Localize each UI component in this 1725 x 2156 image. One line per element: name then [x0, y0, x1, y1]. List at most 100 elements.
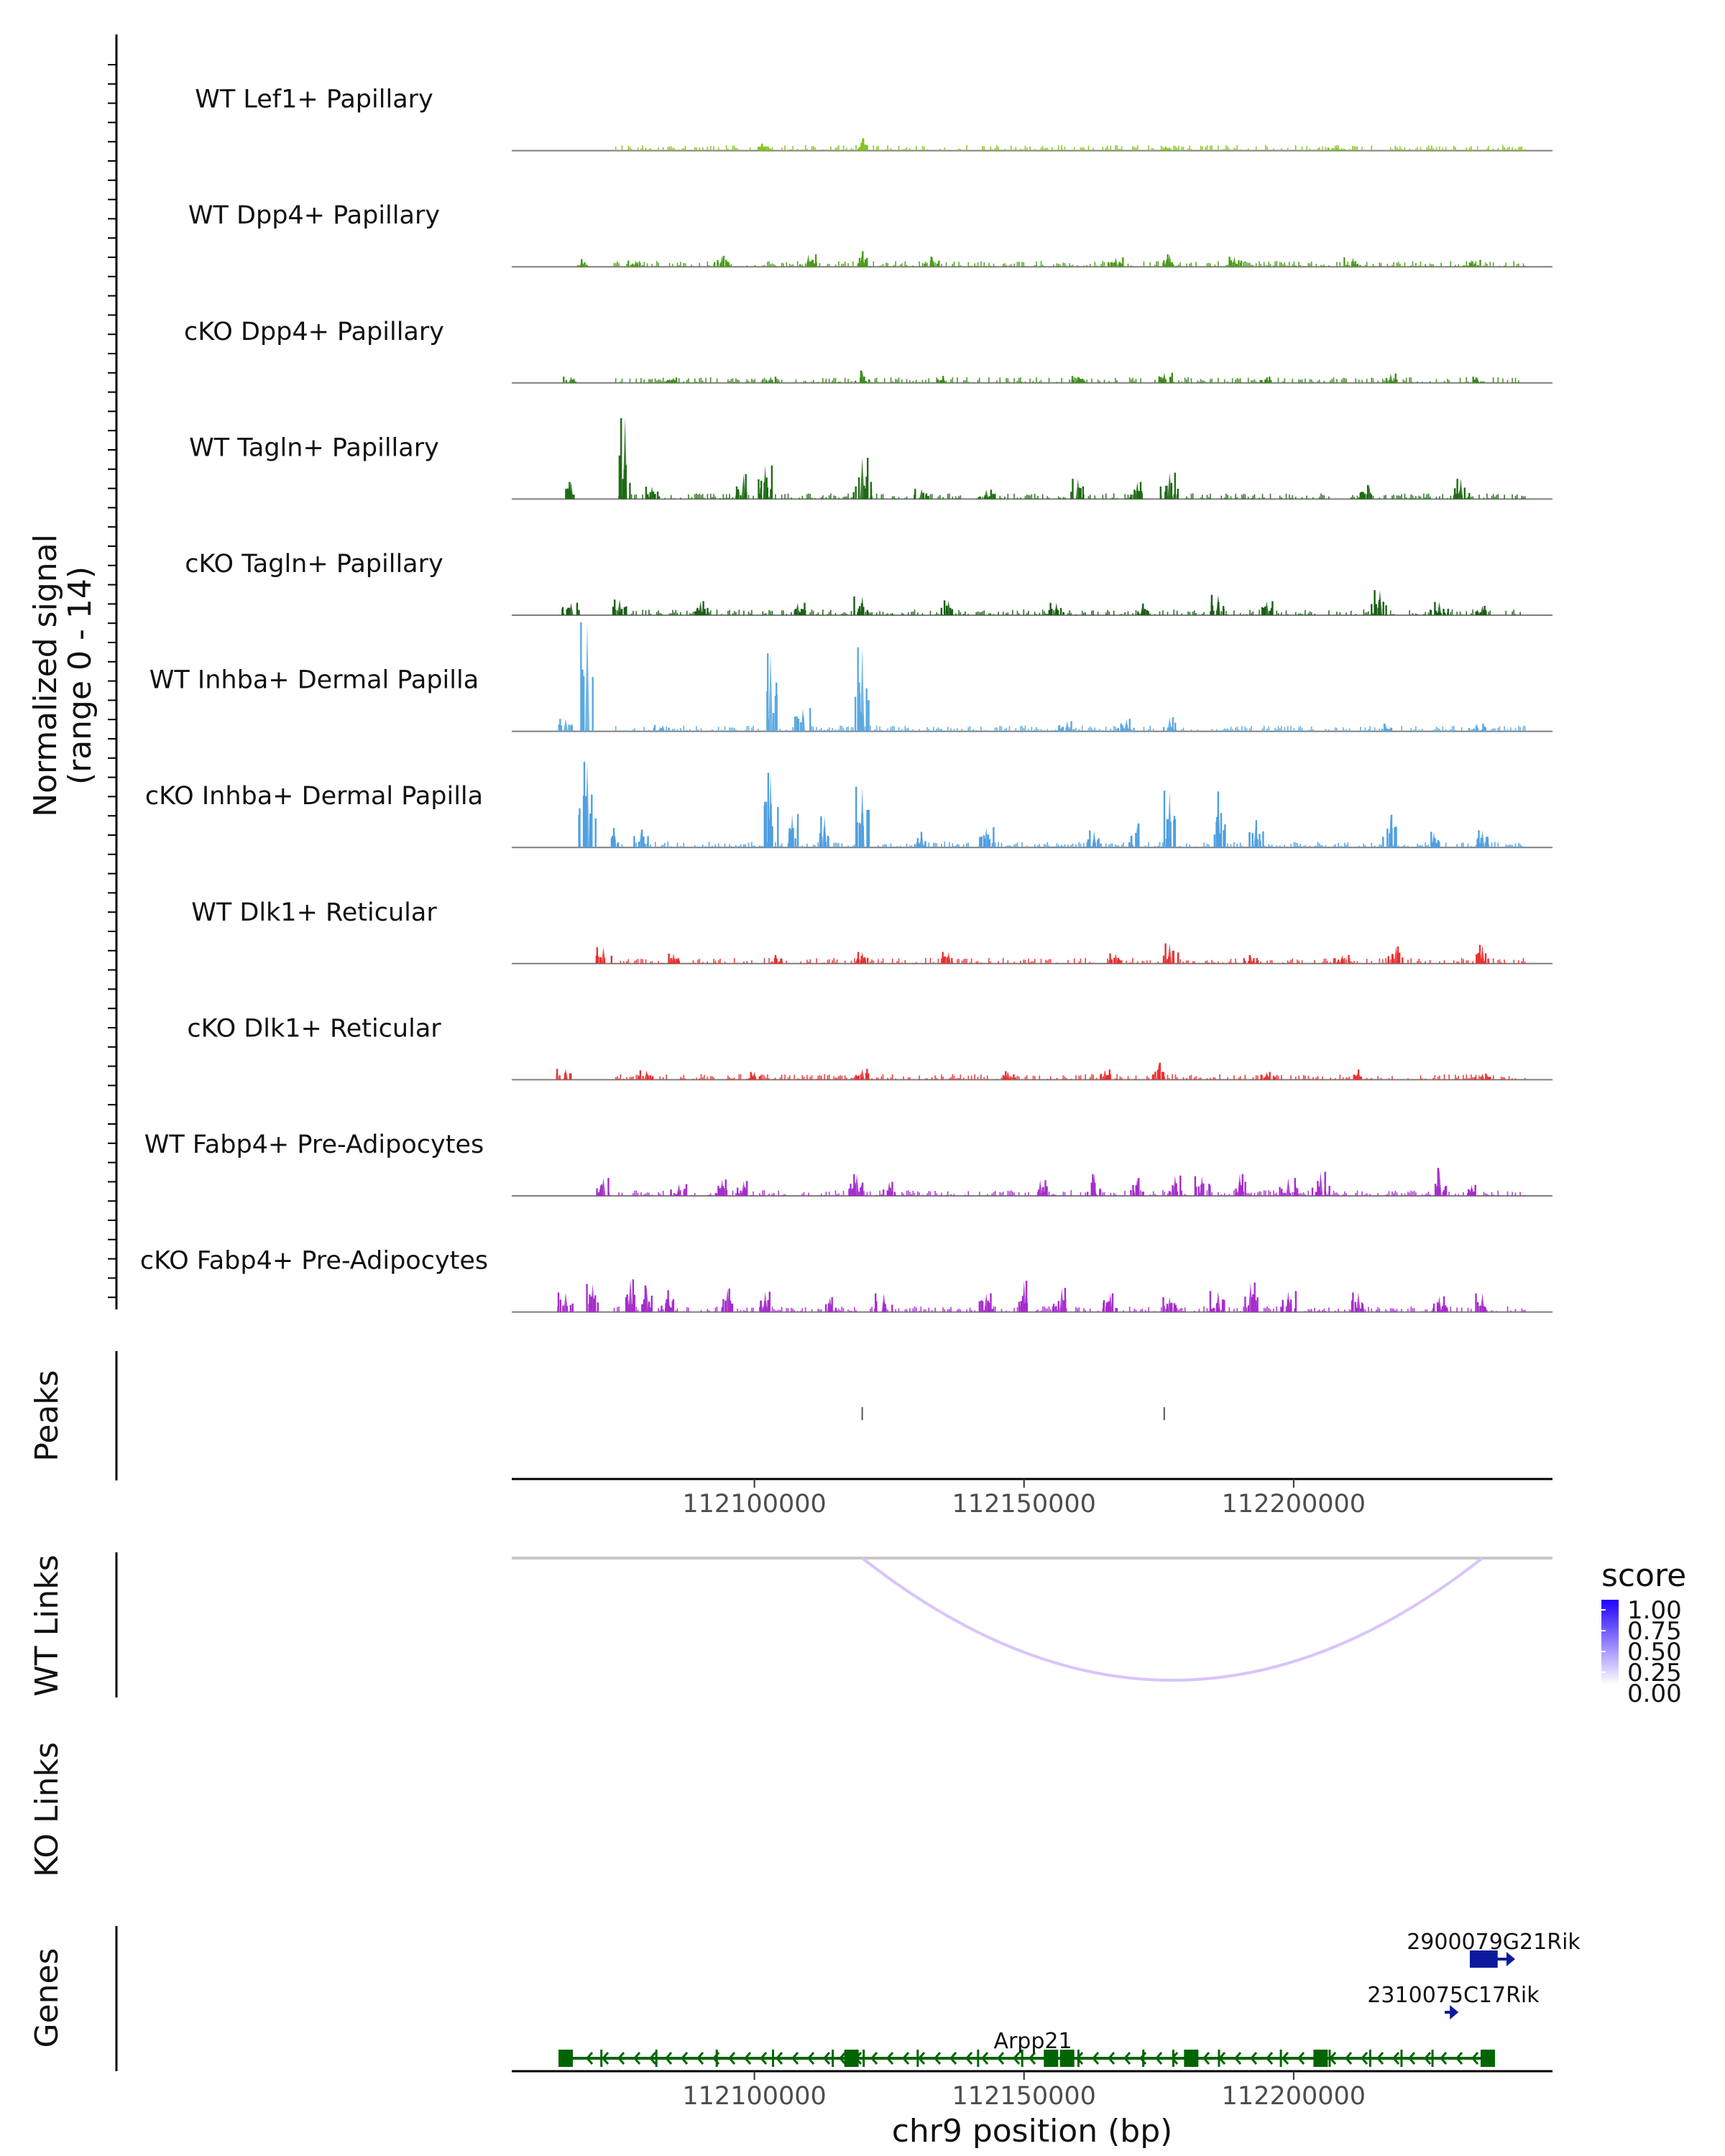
signal-peak — [1107, 257, 1124, 267]
signal-peak — [1037, 1180, 1048, 1196]
signal-peak — [1472, 377, 1484, 383]
signal-peak — [1279, 1178, 1299, 1196]
x-axis-bottom: 112100000 112150000 112200000 — [682, 2071, 1366, 2111]
strand-arrow — [807, 2052, 815, 2065]
signal-peak-bars — [766, 653, 778, 732]
signal-peak-apex — [1075, 479, 1080, 499]
signal-peak-apex — [1113, 953, 1118, 964]
track-label: cKO Dpp4+ Papillary — [184, 318, 444, 346]
signal-peak — [1434, 1168, 1448, 1196]
signal-peak-apex — [741, 1181, 746, 1196]
signal-peak — [596, 1178, 610, 1196]
signal-peak-apex — [1167, 1297, 1172, 1312]
signal-peak — [1261, 601, 1274, 615]
signal-peak-apex — [1394, 946, 1399, 964]
signal-peak — [578, 762, 597, 848]
strand-arrow — [839, 2052, 847, 2065]
signal-peak-apex — [1286, 1178, 1291, 1196]
exon-block — [1469, 1950, 1484, 1968]
signal-peak — [1476, 830, 1489, 848]
legend-title: score — [1601, 1557, 1686, 1594]
signal-peak — [563, 377, 576, 383]
signal-peak — [645, 487, 661, 499]
signal-peak-apex — [1431, 831, 1436, 848]
peaks-axis-title: Peaks — [29, 1370, 65, 1461]
signal-peak — [1163, 791, 1176, 848]
signal-peak — [1475, 606, 1487, 615]
signal-peak — [853, 596, 868, 615]
signal-peak — [714, 256, 730, 267]
signal-peak — [1210, 594, 1225, 615]
x-axis-title: chr9 position (bp) — [892, 2113, 1173, 2150]
signal-peak — [874, 1293, 893, 1312]
legend-break-label: 0.00 — [1627, 1680, 1682, 1708]
signal-peak-apex — [1264, 1072, 1269, 1080]
signal-peak-apex — [1108, 1293, 1113, 1312]
signal-peak-apex — [698, 601, 703, 615]
signal-peak-apex — [564, 719, 569, 732]
signal-peak-apex — [1215, 594, 1220, 615]
signal-peak-apex — [1092, 1174, 1097, 1196]
signal-peak-apex — [806, 254, 811, 267]
x-tick-label: 112200000 — [1222, 2082, 1366, 2111]
signal-peak — [1162, 1297, 1177, 1312]
exon-block — [1480, 2050, 1495, 2067]
signal-peak-apex — [569, 377, 574, 383]
signal-peak-bars — [914, 489, 929, 499]
track-label: WT Dpp4+ Papillary — [188, 201, 440, 230]
signal-peak — [883, 1181, 896, 1196]
signal-peak-apex — [860, 952, 865, 964]
strand-arrow — [918, 2052, 926, 2065]
signal-peak — [1351, 1292, 1364, 1312]
signal-peak — [761, 377, 780, 383]
track-label: cKO Inhba+ Dermal Papilla — [145, 782, 483, 811]
signal-peak — [556, 1069, 572, 1080]
signal-peak-apex — [1103, 1069, 1108, 1080]
signal-peak — [1463, 259, 1481, 267]
signal-peak-apex — [1156, 1062, 1162, 1080]
signal-peak — [757, 143, 769, 151]
signal-peak-apex — [1038, 1180, 1043, 1196]
signal-peak-apex — [1140, 603, 1145, 615]
signal-peak-apex — [639, 829, 644, 848]
track-label: WT Inhba+ Dermal Papilla — [150, 666, 479, 695]
signal-peak-bars — [1468, 723, 1486, 732]
signal-peak — [1248, 820, 1264, 848]
signal-peak — [979, 827, 995, 848]
signal-peak-apex — [887, 1181, 892, 1196]
signal-peak-apex — [1437, 602, 1442, 615]
signal-peak-apex — [822, 816, 827, 848]
track-label: WT Tagln+ Papillary — [189, 433, 439, 462]
signal-peak-apex — [919, 489, 924, 499]
signal-peak — [586, 1284, 599, 1312]
legend-break-label: 0.25 — [1627, 1659, 1682, 1687]
track-background-signal — [618, 1190, 1526, 1196]
signal-peak — [1163, 717, 1177, 732]
signal-peak — [978, 1293, 995, 1312]
signal-peak-apex — [946, 952, 951, 964]
signal-peak — [855, 786, 870, 848]
signal-peak-apex — [752, 1072, 757, 1080]
signal-peak-apex — [671, 953, 676, 964]
signal-peak — [1100, 1069, 1111, 1080]
signal-peak-apex — [1469, 1184, 1474, 1196]
signal-peak-apex — [1334, 147, 1339, 151]
strand-arrow — [696, 2052, 704, 2065]
signal-peak — [1194, 1176, 1211, 1196]
signal-peak — [737, 1181, 748, 1196]
coverage-tracks: WT Lef1+ Papillary WT Dpp4+ Papillary cKO … — [140, 86, 1552, 1313]
signal-peak-apex — [1064, 721, 1070, 732]
signal-peak-apex — [1092, 830, 1097, 848]
signal-peak — [788, 814, 799, 848]
signal-peak — [627, 260, 644, 267]
signal-peak — [1117, 719, 1135, 732]
gene-label: Arpp21 — [993, 2029, 1072, 2054]
peaks-track — [861, 1407, 1165, 1420]
signal-peak — [857, 138, 868, 151]
strand-arrow — [1013, 2052, 1021, 2065]
signal-peak-apex — [795, 602, 800, 615]
signal-peak-bars — [852, 458, 873, 499]
signal-peak — [1070, 479, 1085, 499]
signal-peak — [819, 816, 829, 848]
signal-peak-apex — [1135, 482, 1140, 499]
